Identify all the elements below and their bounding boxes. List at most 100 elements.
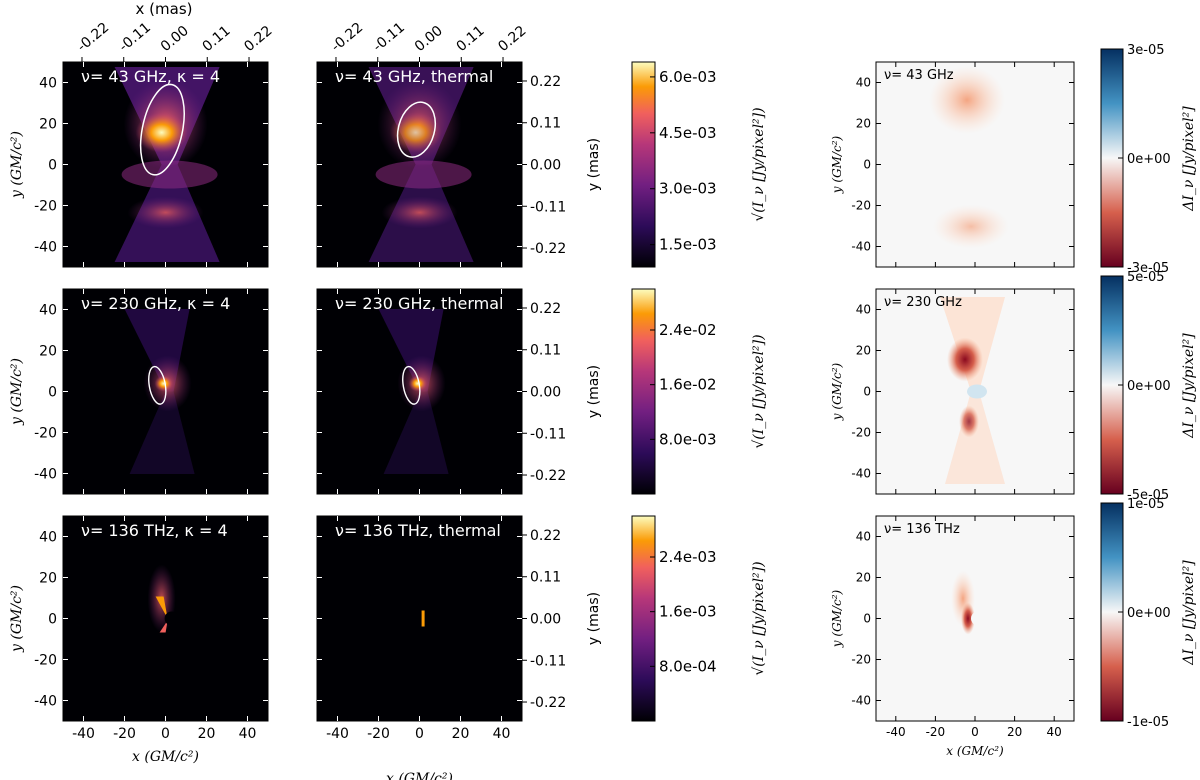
panel-background xyxy=(317,516,522,721)
y-tick-label: 20 xyxy=(39,571,57,587)
mas-tick-label: 0.00 xyxy=(530,158,561,174)
disk-band xyxy=(121,160,218,189)
x-tick-label: 20 xyxy=(1007,725,1022,739)
colorbar-tick-label: 3e-05 xyxy=(1127,43,1165,58)
x-axis-label: x (GM/c²) xyxy=(386,771,453,780)
y-tick-label: 40 xyxy=(856,303,871,317)
x-tick-label: 40 xyxy=(493,726,511,742)
intensity-panel: -40 -20 0 20 40 ν= 136 THz, thermal 0.22 0.11 0.… xyxy=(316,515,602,780)
top-tick-label: 0.22 xyxy=(495,23,529,55)
x-tick-label: 0 xyxy=(415,726,424,742)
x-tick-label: 40 xyxy=(239,726,257,742)
y-tick-label: -20 xyxy=(851,653,871,667)
x-axis-label: x (GM/c²) xyxy=(132,749,199,765)
colorbar-tick-label: 1.6e-02 xyxy=(659,376,717,394)
colorbar-tick-label: 4.5e-03 xyxy=(659,124,717,142)
y-tick-label: -40 xyxy=(851,694,871,708)
x-tick-label: 40 xyxy=(1047,725,1062,739)
y-tick-label: -20 xyxy=(34,199,57,215)
colorbar-label: √(I_ν [Jy/pixel²]) xyxy=(751,561,767,675)
colorbar-label: ΔI_ν [Jy/pixel²] xyxy=(1181,560,1197,666)
colorbar-tick-label: 5e-05 xyxy=(1127,270,1165,285)
beam-ellipse xyxy=(139,83,185,176)
top-tick-label: 0.22 xyxy=(241,23,275,55)
mas-tick-label: 0.22 xyxy=(530,528,561,544)
jet-lower-cone xyxy=(383,391,449,474)
colorbar-tick-label: 8.0e-03 xyxy=(659,430,717,448)
x-tick-label: -20 xyxy=(926,725,946,739)
panel-title: ν= 136 THz, κ = 4 xyxy=(81,521,228,540)
intensity-panel: ν= 43 GHz, thermal 0.22 0.11 0.00 -0.11 -0.22… xyxy=(316,61,602,268)
shadow xyxy=(971,611,985,626)
y-tick-label: 0 xyxy=(48,158,57,174)
counterjet-emission xyxy=(381,196,458,229)
mas-tick-label: 0.22 xyxy=(530,74,561,90)
x-tick-label: 0 xyxy=(161,726,170,742)
colorbar-gradient xyxy=(631,61,656,268)
top-tick-label: -0.22 xyxy=(328,20,366,56)
y-tick-label: 40 xyxy=(856,76,871,90)
intensity-panel: 40 20 0 -20 -40 ν= 43 GHz, κ = 4 y (GM/c²) xyxy=(9,61,269,268)
y-axis-label: y (GM/c²) xyxy=(9,131,25,199)
intensity-panel: -40 -20 0 20 40 40 20 0 -20 -40 ν= 136 THz, κ = 4 y… xyxy=(9,515,269,765)
x-tick-label: -40 xyxy=(886,725,906,739)
colorbar-tick-label: 1e-05 xyxy=(1127,497,1165,512)
difference-panel: 40 20 0 -20 -40 ν= 230 GHz y (GM/c²) xyxy=(830,288,1075,495)
difference-center xyxy=(967,384,987,399)
colorbar-tick-label: 6.0e-03 xyxy=(659,68,717,86)
colorbar-label: ΔI_ν [Jy/pixel²] xyxy=(1181,106,1197,212)
top-tick-label: 0.11 xyxy=(200,23,234,55)
panel-title: ν= 230 GHz, κ = 4 xyxy=(81,294,230,313)
mas-tick-label: 0.11 xyxy=(530,570,561,586)
difference-panel: 40 20 0 -20 -40 ν= 43 GHz y (GM/c²) xyxy=(830,61,1075,268)
beam-ellipse xyxy=(396,101,437,158)
panel-title: ν= 136 THz xyxy=(884,522,960,537)
emission-core xyxy=(408,375,427,392)
colorbar-tick-label: 0e+00 xyxy=(1127,152,1171,167)
colorbar-tick-label: 2.4e-02 xyxy=(659,321,717,339)
panel-title: ν= 43 GHz xyxy=(884,68,954,83)
y-tick-label: 40 xyxy=(39,303,57,319)
intensity-colorbar: 2.4e-03 1.6e-03 8.0e-04 √(I_ν [Jy/pixel²]) xyxy=(631,515,767,722)
mas-axis-label: y (mas) xyxy=(586,138,602,191)
mas-tick-label: 0.11 xyxy=(530,116,561,132)
jet-lower-cone xyxy=(129,391,195,474)
y-tick-label: 20 xyxy=(856,117,871,131)
colorbar-label: ΔI_ν [Jy/pixel²] xyxy=(1181,333,1197,439)
y-tick-label: 40 xyxy=(856,530,871,544)
mas-tick-label: 0.22 xyxy=(530,301,561,317)
top-tick-label: -0.22 xyxy=(74,20,112,56)
panel-title: ν= 136 THz, thermal xyxy=(335,521,501,540)
emission-core xyxy=(135,112,188,153)
x-tick-label: -20 xyxy=(113,726,136,742)
y-tick-label: 0 xyxy=(863,385,871,399)
mas-tick-label: -0.11 xyxy=(530,199,566,215)
top-tick-label: 0.00 xyxy=(412,23,446,55)
difference-lower xyxy=(933,204,1009,249)
y-tick-label: -20 xyxy=(851,426,871,440)
shadow xyxy=(164,611,179,626)
difference-colorbar: 5e-05 0e+00 -5e-05 ΔI_ν [Jy/pixel²] xyxy=(1100,270,1197,503)
difference-upper xyxy=(929,66,1005,134)
mas-axis-label: y (mas) xyxy=(586,365,602,418)
counterjet-emission xyxy=(127,196,204,229)
mas-tick-label: 0.00 xyxy=(530,385,561,401)
x-tick-label: -40 xyxy=(326,726,349,742)
colorbar-gradient xyxy=(631,515,656,722)
top-tick-label: 0.11 xyxy=(454,23,488,55)
difference-panel: -40 -20 0 20 40 40 20 0 -20 -40 ν= 136 THz y (GM/c²… xyxy=(830,515,1075,758)
x-tick-label: 0 xyxy=(971,725,979,739)
difference-lower xyxy=(959,405,979,438)
intensity-colorbar: 6.0e-03 4.5e-03 3.0e-03 1.5e-03 √(I_ν [Jy/pi… xyxy=(631,61,767,268)
emission-core xyxy=(389,112,442,153)
y-axis-label: y (GM/c²) xyxy=(830,589,844,648)
y-tick-label: -40 xyxy=(851,467,871,481)
mas-tick-label: -0.11 xyxy=(530,653,566,669)
y-tick-label: 20 xyxy=(39,117,57,133)
y-tick-label: 0 xyxy=(863,612,871,626)
y-tick-label: 20 xyxy=(856,344,871,358)
colorbar-label: √(I_ν [Jy/pixel²]) xyxy=(751,107,767,221)
y-tick-label: -40 xyxy=(34,240,57,256)
emission-tail xyxy=(159,620,168,633)
